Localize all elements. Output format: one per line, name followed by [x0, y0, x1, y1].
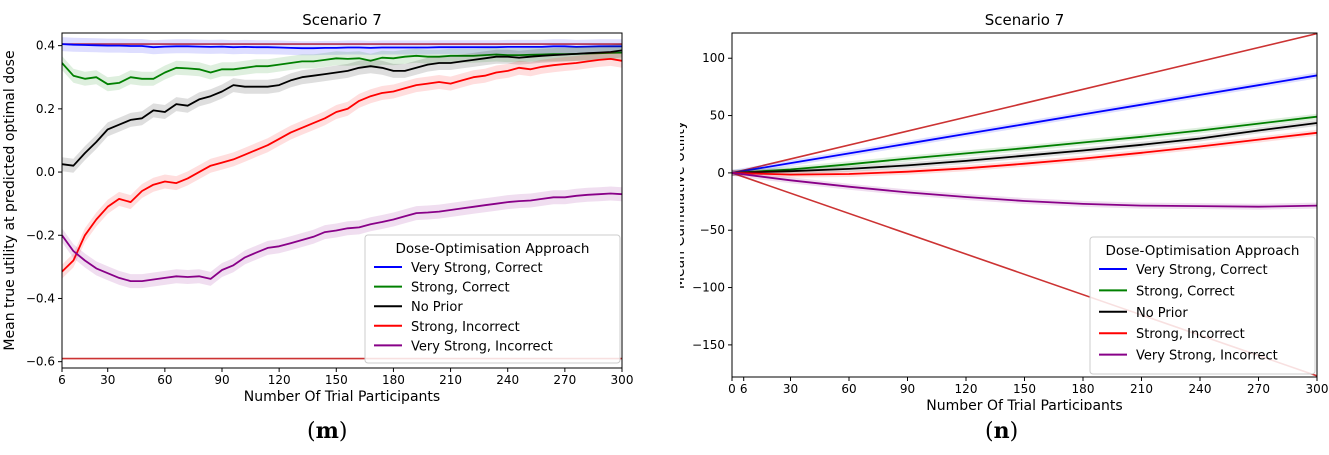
legend-title: Dose-Optimisation Approach — [396, 241, 590, 257]
legend-item-no-prior: No Prior — [1136, 306, 1188, 321]
legend-box — [1089, 236, 1316, 375]
x-tick-label: 240 — [1189, 382, 1212, 396]
legend-item-very-strong-correct: Very Strong, Correct — [1136, 263, 1268, 278]
x-axis-label: Number Of Trial Participants — [926, 398, 1122, 410]
legend-item-very-strong-correct: Very Strong, Correct — [411, 261, 543, 276]
y-tick-label: −0.6 — [26, 355, 55, 369]
y-axis-label: Mean Cumulative Utility — [680, 121, 688, 289]
series-line-no-prior — [732, 122, 1317, 174]
x-tick-label: 210 — [1130, 382, 1153, 396]
x-tick-label: 60 — [157, 373, 172, 387]
legend-item-no-prior: No Prior — [411, 300, 463, 315]
caption-n: (n) — [985, 418, 1019, 444]
plot-frame — [731, 32, 1318, 378]
y-tick-label: 50 — [710, 109, 725, 123]
y-tick-label: −0.2 — [26, 228, 55, 242]
series-band-very-strong-correct — [62, 37, 622, 56]
legend: Dose-Optimisation Approach Very Strong, C… — [364, 234, 621, 364]
series-line-very-strong-correct — [62, 43, 622, 50]
y-tick-label: −50 — [700, 223, 725, 237]
legend-title: Dose-Optimisation Approach — [1106, 243, 1300, 259]
series-band-strong-correct — [62, 45, 622, 92]
x-tick-label: 90 — [214, 373, 229, 387]
x-tick-label: 300 — [1306, 382, 1329, 396]
x-tick-label: 60 — [841, 382, 856, 396]
series-line-strong-correct — [732, 115, 1317, 174]
x-tick-label: 270 — [1247, 382, 1270, 396]
x-tick-label: 150 — [1013, 382, 1036, 396]
series-line-no-prior — [62, 49, 622, 167]
chart-title: Scenario 7 — [302, 11, 382, 29]
legend: Dose-Optimisation Approach Very Strong, C… — [1089, 236, 1316, 375]
x-tick-label: 90 — [900, 382, 915, 396]
plot-area — [732, 33, 1317, 377]
y-tick-label: 0.2 — [36, 102, 55, 116]
x-tick-label: 240 — [496, 373, 519, 387]
series-line-strong-correct — [62, 51, 622, 86]
x-tick-label: 6 — [740, 382, 748, 396]
y-tick-label: 0.4 — [36, 39, 55, 53]
x-tick-label: 150 — [325, 373, 348, 387]
legend-box — [364, 234, 621, 364]
x-tick-label: 300 — [611, 373, 634, 387]
series-line-strong-incorrect — [732, 131, 1317, 176]
legend-item-very-strong-incorrect: Very Strong, Incorrect — [411, 339, 553, 354]
x-tick-label: 180 — [382, 373, 405, 387]
x-tick-label: 0 — [728, 382, 736, 396]
x-tick-label: 120 — [955, 382, 978, 396]
legend-item-strong-correct: Strong, Correct — [411, 281, 510, 296]
series-band-no-prior — [62, 43, 622, 173]
plot-area — [62, 37, 622, 360]
x-tick-label: 30 — [100, 373, 115, 387]
x-tick-label: 30 — [783, 382, 798, 396]
x-tick-label: 6 — [58, 373, 66, 387]
series-band-very-strong-incorrect — [62, 186, 622, 289]
x-tick-label: 210 — [439, 373, 462, 387]
x-axis-label: Number Of Trial Participants — [244, 389, 440, 405]
y-tick-label: 0 — [717, 166, 725, 180]
x-tick-label: 270 — [553, 373, 576, 387]
y-axis-label: Mean true utility at predicted optimal d… — [2, 50, 18, 350]
chart-panel-n: Scenario 7 Number Of Trial Participants Me… — [680, 11, 1329, 410]
x-tick-label: 180 — [1072, 382, 1095, 396]
legend-item-strong-correct: Strong, Correct — [1136, 284, 1235, 299]
chart-title: Scenario 7 — [985, 11, 1065, 29]
series-band-strong-correct — [732, 113, 1317, 176]
y-tick-label: 100 — [702, 51, 725, 65]
reference-line — [732, 33, 1317, 174]
y-tick-label: −100 — [692, 281, 725, 295]
series-line-very-strong-correct — [732, 74, 1317, 174]
legend-item-strong-incorrect: Strong, Incorrect — [1136, 327, 1245, 342]
legend-item-very-strong-incorrect: Very Strong, Incorrect — [1136, 349, 1278, 364]
series-line-very-strong-incorrect — [732, 172, 1317, 208]
series-line-very-strong-incorrect — [62, 192, 622, 283]
caption-m: (m) — [307, 418, 348, 444]
legend-item-strong-incorrect: Strong, Incorrect — [411, 320, 520, 335]
y-tick-label: −150 — [692, 338, 725, 352]
series-line-strong-incorrect — [62, 58, 622, 273]
plot-frame — [61, 32, 623, 369]
series-band-strong-incorrect — [732, 129, 1317, 178]
y-tick-label: −0.4 — [26, 291, 55, 305]
x-tick-label: 120 — [268, 373, 291, 387]
y-tick-label: 0.0 — [36, 165, 55, 179]
chart-panel-m: Scenario 7 Number Of Trial Participants Me… — [2, 11, 634, 405]
